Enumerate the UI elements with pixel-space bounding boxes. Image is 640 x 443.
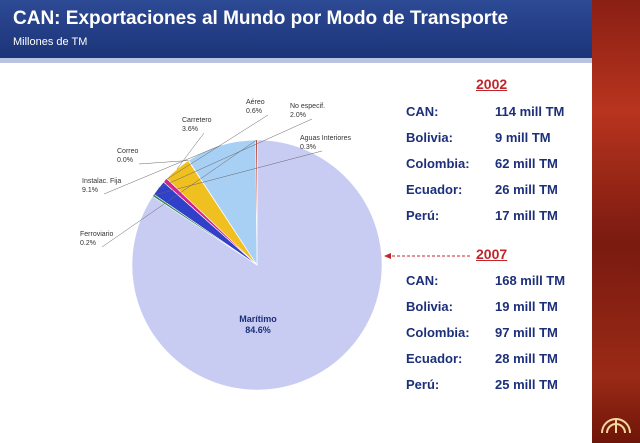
stat-value: 9 mill TM (495, 130, 551, 145)
stat-value: 28 mill TM (495, 351, 558, 366)
pie-value-label-5: 0.0% (117, 157, 133, 164)
pie-value-label-7: 0.2% (80, 240, 96, 247)
stat-label: Perú: (406, 377, 440, 392)
year-2007: 2007 (476, 246, 508, 262)
stat-value: 62 mill TM (495, 156, 558, 171)
pie-value-label-4: 3.6% (182, 126, 198, 133)
stat-row-2007-3: Ecuador: 28 mill TM (406, 351, 558, 366)
pointer-arrowhead (384, 253, 391, 259)
pie-leader-6 (103, 145, 221, 195)
pie-leader-3 (164, 114, 269, 181)
pie-leader-7 (101, 139, 257, 248)
stat-value: 17 mill TM (495, 208, 558, 223)
pie-value-label-0: 84.6% (245, 325, 271, 335)
pie-leader-1 (153, 150, 323, 196)
stat-label: Bolivia: (406, 130, 453, 145)
pie-value-label-1: 0.3% (300, 144, 316, 151)
pie-leaders (101, 114, 323, 248)
pie-label-2: No especif. (290, 103, 325, 110)
stat-label: CAN: (406, 273, 439, 288)
stat-label: Bolivia: (406, 299, 453, 314)
pie-leader-2 (158, 118, 313, 189)
pie-label-7: Ferroviario (80, 231, 114, 238)
pie-label-5: Correo (117, 148, 139, 155)
stat-value: 25 mill TM (495, 377, 558, 392)
decorative-sidebar (592, 0, 640, 443)
stat-row-2002-0: CAN: 114 mill TM (406, 104, 564, 119)
stat-row-2002-2: Colombia: 62 mill TM (406, 156, 558, 171)
stat-row-2007-2: Colombia: 97 mill TM (406, 325, 558, 340)
pie-label-0: Marítimo (239, 314, 277, 324)
stat-row-2002-1: Bolivia: 9 mill TM (406, 130, 551, 145)
pie-value-label-6: 9.1% (82, 187, 98, 194)
stat-label: Colombia: (406, 156, 470, 171)
pie-label-4: Carretero (182, 117, 212, 124)
pie-value-label-2: 2.0% (290, 112, 306, 119)
stat-value: 26 mill TM (495, 182, 558, 197)
year-2002: 2002 (476, 76, 508, 92)
stat-label: Colombia: (406, 325, 470, 340)
stat-label: Perú: (406, 208, 440, 223)
stat-value: 114 mill TM (495, 104, 565, 119)
pie-leader-4 (176, 132, 205, 170)
logo-icon (601, 418, 631, 434)
page-subtitle: Millones de TM (13, 36, 88, 48)
stat-value: 168 mill TM (495, 273, 566, 288)
stat-row-2002-4: Perú: 17 mill TM (406, 208, 558, 223)
header-stripe (0, 58, 592, 63)
stat-label: Ecuador: (406, 351, 463, 366)
pie-value-label-3: 0.6% (246, 108, 262, 115)
stat-value: 97 mill TM (495, 325, 558, 340)
stat-row-2007-0: CAN: 168 mill TM (406, 273, 565, 288)
stat-label: Ecuador: (406, 182, 463, 197)
pie-label-6: Instalac. Fija (82, 178, 121, 185)
pie-leader-5 (138, 160, 189, 165)
header-bar: CAN: Exportaciones al Mundo por Modo de … (0, 0, 592, 58)
stat-value: 19 mill TM (495, 299, 558, 314)
stat-row-2007-1: Bolivia: 19 mill TM (406, 299, 558, 314)
stat-row-2007-4: Perú: 25 mill TM (406, 377, 558, 392)
pie-slices (131, 139, 383, 391)
pie-label-1: Aguas Interiores (300, 135, 351, 142)
pie-label-3: Aéreo (246, 99, 265, 106)
page-title: CAN: Exportaciones al Mundo por Modo de … (13, 8, 509, 29)
stat-row-2002-3: Ecuador: 26 mill TM (406, 182, 558, 197)
stat-label: CAN: (406, 104, 439, 119)
